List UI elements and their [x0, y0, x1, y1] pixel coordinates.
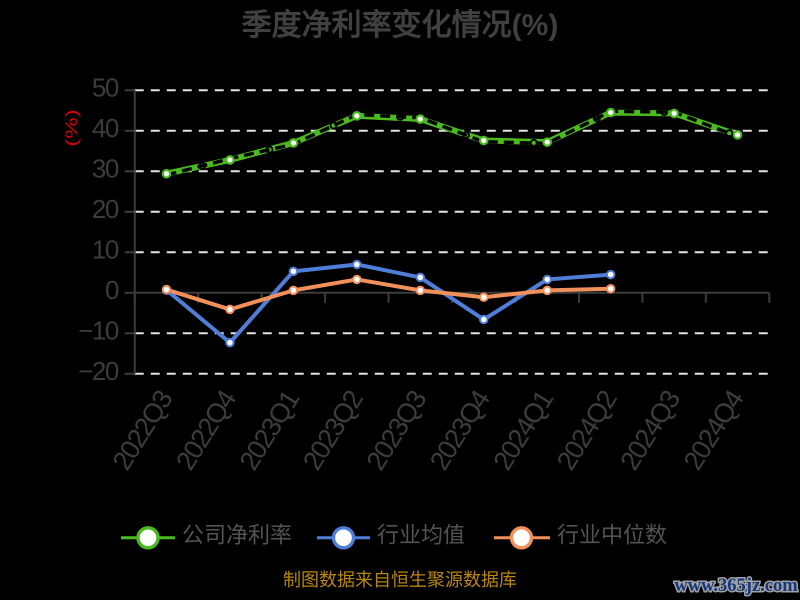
svg-text:10: 10: [92, 234, 119, 264]
svg-text:50: 50: [92, 72, 119, 102]
svg-text:www.365jz.com: www.365jz.com: [674, 576, 798, 596]
svg-text:公司净利率: 公司净利率: [182, 523, 292, 548]
svg-text:−10: −10: [78, 315, 119, 345]
svg-text:制图数据来自恒生聚源数据库: 制图数据来自恒生聚源数据库: [283, 570, 517, 590]
svg-text:行业中位数: 行业中位数: [557, 523, 667, 548]
svg-text:季度净利率变化情况(%): 季度净利率变化情况(%): [242, 8, 559, 42]
svg-text:30: 30: [92, 153, 119, 183]
svg-text:40: 40: [92, 113, 119, 143]
svg-text:0: 0: [105, 275, 119, 305]
svg-text:(%): (%): [62, 109, 81, 146]
svg-text:20: 20: [92, 194, 119, 224]
svg-text:−20: −20: [78, 356, 119, 386]
svg-text:行业均值: 行业均值: [377, 523, 465, 548]
